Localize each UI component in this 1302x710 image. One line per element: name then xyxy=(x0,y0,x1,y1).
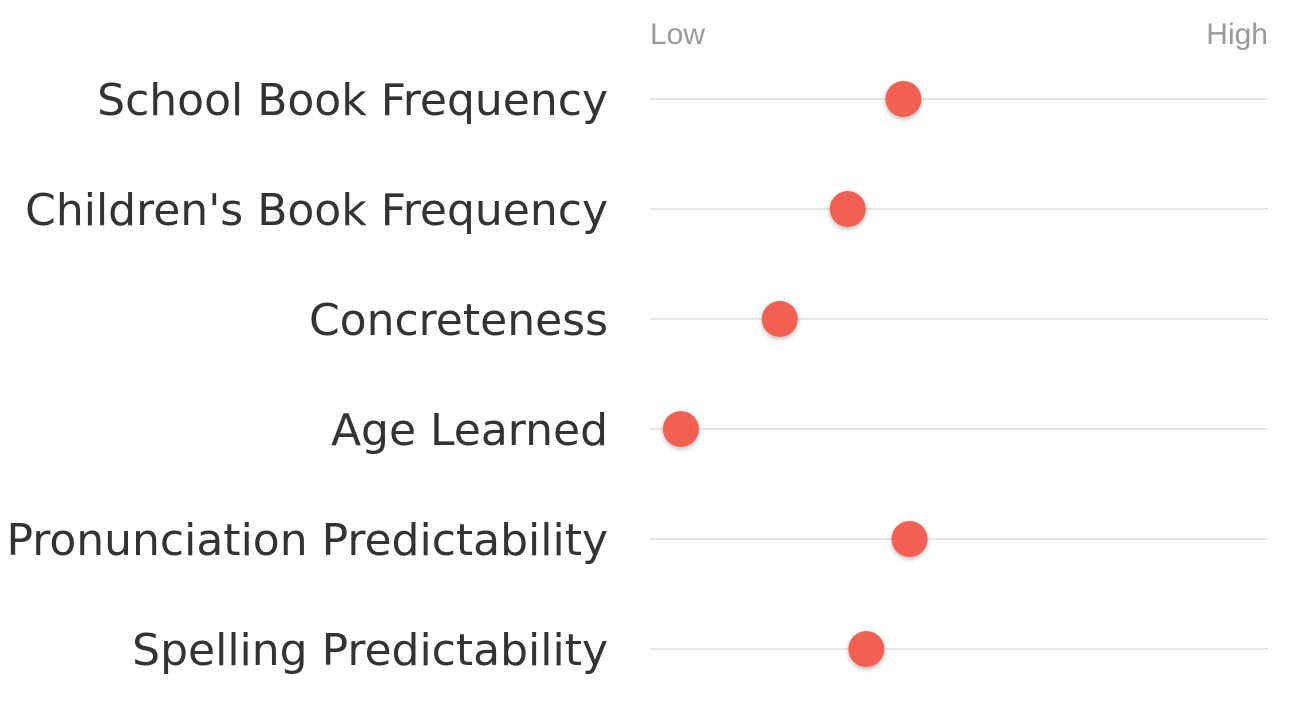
row-label: School Book Frequency xyxy=(97,75,608,126)
data-point-dot xyxy=(662,411,699,447)
row-label: Age Learned xyxy=(331,405,608,456)
data-point-dot xyxy=(848,631,885,667)
data-point-dot xyxy=(829,191,866,227)
row-label: Spelling Predictability xyxy=(132,625,608,676)
data-point-dot xyxy=(891,521,928,557)
data-point-dot xyxy=(761,301,798,337)
row-label: Concreteness xyxy=(309,295,608,346)
data-point-dot xyxy=(885,81,922,117)
row-label: Pronunciation Predictability xyxy=(6,515,608,566)
chart-rows: School Book Frequency Children's Book Fre… xyxy=(6,75,1268,676)
row-label: Children's Book Frequency xyxy=(25,185,608,236)
scale-low-label: Low xyxy=(650,18,705,51)
scale-high-label: High xyxy=(1206,18,1268,51)
